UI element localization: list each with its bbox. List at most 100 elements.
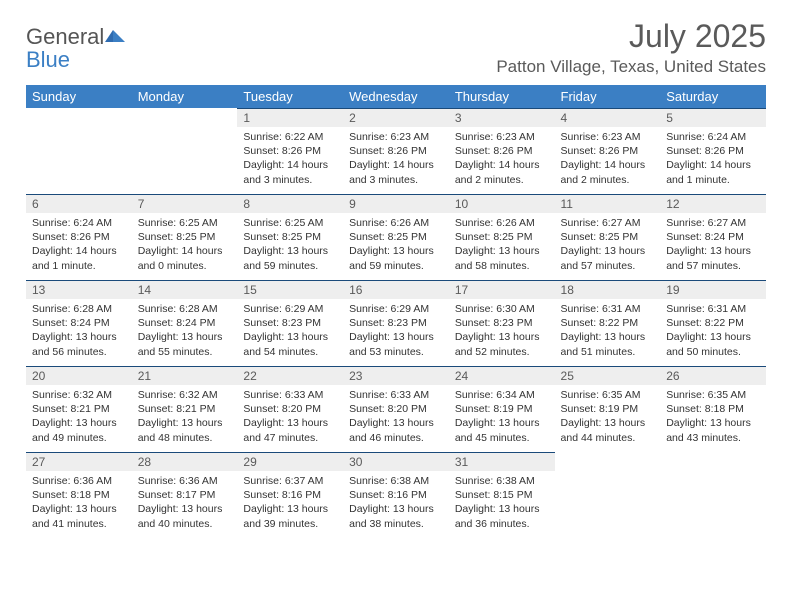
day-number: 20 (26, 366, 132, 385)
sunset-text: Sunset: 8:19 PM (455, 402, 549, 416)
sunrise-text: Sunrise: 6:26 AM (349, 216, 443, 230)
sunset-text: Sunset: 8:25 PM (349, 230, 443, 244)
sunrise-text: Sunrise: 6:30 AM (455, 302, 549, 316)
daylight-text: Daylight: 14 hours and 3 minutes. (243, 158, 337, 186)
calendar-cell: 17Sunrise: 6:30 AMSunset: 8:23 PMDayligh… (449, 280, 555, 366)
location-text: Patton Village, Texas, United States (496, 57, 766, 77)
day-data: Sunrise: 6:38 AMSunset: 8:16 PMDaylight:… (343, 471, 449, 537)
calendar-cell: 11Sunrise: 6:27 AMSunset: 8:25 PMDayligh… (555, 194, 661, 280)
daylight-text: Daylight: 14 hours and 0 minutes. (138, 244, 232, 272)
sunrise-text: Sunrise: 6:27 AM (561, 216, 655, 230)
calendar-cell: 24Sunrise: 6:34 AMSunset: 8:19 PMDayligh… (449, 366, 555, 452)
calendar-week-row: 6Sunrise: 6:24 AMSunset: 8:26 PMDaylight… (26, 194, 766, 280)
sunset-text: Sunset: 8:25 PM (138, 230, 232, 244)
daylight-text: Daylight: 14 hours and 1 minute. (666, 158, 760, 186)
sunset-text: Sunset: 8:24 PM (666, 230, 760, 244)
sunrise-text: Sunrise: 6:34 AM (455, 388, 549, 402)
day-number: 12 (660, 194, 766, 213)
calendar-cell (132, 108, 238, 194)
day-data: Sunrise: 6:26 AMSunset: 8:25 PMDaylight:… (343, 213, 449, 279)
day-number: 30 (343, 452, 449, 471)
calendar-cell: 19Sunrise: 6:31 AMSunset: 8:22 PMDayligh… (660, 280, 766, 366)
sunset-text: Sunset: 8:26 PM (349, 144, 443, 158)
daylight-text: Daylight: 13 hours and 58 minutes. (455, 244, 549, 272)
daylight-text: Daylight: 13 hours and 41 minutes. (32, 502, 126, 530)
sunrise-text: Sunrise: 6:25 AM (138, 216, 232, 230)
calendar-cell: 15Sunrise: 6:29 AMSunset: 8:23 PMDayligh… (237, 280, 343, 366)
calendar-cell: 16Sunrise: 6:29 AMSunset: 8:23 PMDayligh… (343, 280, 449, 366)
day-data: Sunrise: 6:34 AMSunset: 8:19 PMDaylight:… (449, 385, 555, 451)
sunrise-text: Sunrise: 6:37 AM (243, 474, 337, 488)
daylight-text: Daylight: 13 hours and 45 minutes. (455, 416, 549, 444)
day-data: Sunrise: 6:26 AMSunset: 8:25 PMDaylight:… (449, 213, 555, 279)
sunset-text: Sunset: 8:18 PM (32, 488, 126, 502)
calendar-cell: 4Sunrise: 6:23 AMSunset: 8:26 PMDaylight… (555, 108, 661, 194)
sunrise-text: Sunrise: 6:29 AM (349, 302, 443, 316)
day-data: Sunrise: 6:35 AMSunset: 8:19 PMDaylight:… (555, 385, 661, 451)
sunset-text: Sunset: 8:20 PM (243, 402, 337, 416)
calendar-cell: 29Sunrise: 6:37 AMSunset: 8:16 PMDayligh… (237, 452, 343, 538)
calendar-cell (660, 452, 766, 538)
day-number: 28 (132, 452, 238, 471)
daylight-text: Daylight: 13 hours and 59 minutes. (349, 244, 443, 272)
calendar-week-row: 27Sunrise: 6:36 AMSunset: 8:18 PMDayligh… (26, 452, 766, 538)
daylight-text: Daylight: 13 hours and 48 minutes. (138, 416, 232, 444)
daylight-text: Daylight: 14 hours and 2 minutes. (561, 158, 655, 186)
daylight-text: Daylight: 13 hours and 49 minutes. (32, 416, 126, 444)
sunrise-text: Sunrise: 6:29 AM (243, 302, 337, 316)
month-title: July 2025 (496, 18, 766, 55)
weekday-wednesday: Wednesday (343, 85, 449, 108)
day-number: 13 (26, 280, 132, 299)
daylight-text: Daylight: 13 hours and 55 minutes. (138, 330, 232, 358)
calendar-cell: 7Sunrise: 6:25 AMSunset: 8:25 PMDaylight… (132, 194, 238, 280)
day-data: Sunrise: 6:31 AMSunset: 8:22 PMDaylight:… (555, 299, 661, 365)
day-number: 5 (660, 108, 766, 127)
daylight-text: Daylight: 13 hours and 38 minutes. (349, 502, 443, 530)
sunrise-text: Sunrise: 6:23 AM (455, 130, 549, 144)
sunrise-text: Sunrise: 6:36 AM (138, 474, 232, 488)
day-number: 2 (343, 108, 449, 127)
calendar-cell: 9Sunrise: 6:26 AMSunset: 8:25 PMDaylight… (343, 194, 449, 280)
daylight-text: Daylight: 13 hours and 40 minutes. (138, 502, 232, 530)
sunset-text: Sunset: 8:22 PM (666, 316, 760, 330)
daylight-text: Daylight: 14 hours and 3 minutes. (349, 158, 443, 186)
sunset-text: Sunset: 8:25 PM (455, 230, 549, 244)
calendar-cell: 26Sunrise: 6:35 AMSunset: 8:18 PMDayligh… (660, 366, 766, 452)
calendar-cell: 3Sunrise: 6:23 AMSunset: 8:26 PMDaylight… (449, 108, 555, 194)
daylight-text: Daylight: 14 hours and 2 minutes. (455, 158, 549, 186)
sunset-text: Sunset: 8:22 PM (561, 316, 655, 330)
day-number: 19 (660, 280, 766, 299)
day-number: 6 (26, 194, 132, 213)
calendar-cell: 1Sunrise: 6:22 AMSunset: 8:26 PMDaylight… (237, 108, 343, 194)
sunrise-text: Sunrise: 6:32 AM (32, 388, 126, 402)
daylight-text: Daylight: 13 hours and 53 minutes. (349, 330, 443, 358)
sunset-text: Sunset: 8:15 PM (455, 488, 549, 502)
sunset-text: Sunset: 8:23 PM (243, 316, 337, 330)
sunrise-text: Sunrise: 6:33 AM (243, 388, 337, 402)
sunrise-text: Sunrise: 6:23 AM (349, 130, 443, 144)
sunrise-text: Sunrise: 6:22 AM (243, 130, 337, 144)
sunrise-text: Sunrise: 6:25 AM (243, 216, 337, 230)
day-number: 9 (343, 194, 449, 213)
calendar-cell (555, 452, 661, 538)
day-number: 25 (555, 366, 661, 385)
day-data: Sunrise: 6:37 AMSunset: 8:16 PMDaylight:… (237, 471, 343, 537)
brand-part1: General (26, 24, 104, 49)
day-data: Sunrise: 6:27 AMSunset: 8:24 PMDaylight:… (660, 213, 766, 279)
sunset-text: Sunset: 8:25 PM (561, 230, 655, 244)
day-data: Sunrise: 6:23 AMSunset: 8:26 PMDaylight:… (449, 127, 555, 193)
day-number: 10 (449, 194, 555, 213)
day-data: Sunrise: 6:29 AMSunset: 8:23 PMDaylight:… (237, 299, 343, 365)
calendar-cell: 12Sunrise: 6:27 AMSunset: 8:24 PMDayligh… (660, 194, 766, 280)
sunset-text: Sunset: 8:19 PM (561, 402, 655, 416)
day-number: 21 (132, 366, 238, 385)
sunset-text: Sunset: 8:26 PM (243, 144, 337, 158)
daylight-text: Daylight: 14 hours and 1 minute. (32, 244, 126, 272)
day-data: Sunrise: 6:24 AMSunset: 8:26 PMDaylight:… (660, 127, 766, 193)
sunset-text: Sunset: 8:23 PM (455, 316, 549, 330)
calendar-week-row: 13Sunrise: 6:28 AMSunset: 8:24 PMDayligh… (26, 280, 766, 366)
day-data: Sunrise: 6:28 AMSunset: 8:24 PMDaylight:… (132, 299, 238, 365)
sunrise-text: Sunrise: 6:28 AM (32, 302, 126, 316)
day-data: Sunrise: 6:25 AMSunset: 8:25 PMDaylight:… (237, 213, 343, 279)
weekday-header-row: Sunday Monday Tuesday Wednesday Thursday… (26, 85, 766, 108)
